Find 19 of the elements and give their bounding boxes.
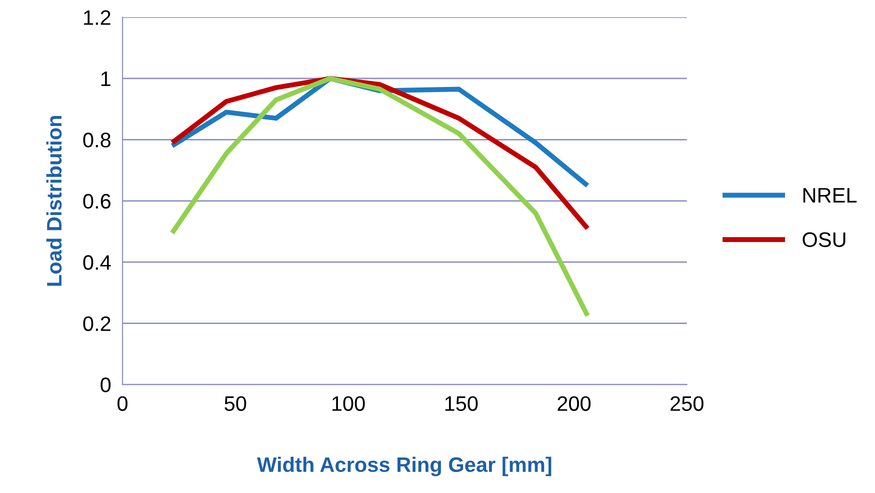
x-axis-title: Width Across Ring Gear [mm] xyxy=(257,456,552,476)
line-series xyxy=(170,76,590,231)
y-tick-label: 1.2 xyxy=(84,10,110,25)
legend-label: NREL xyxy=(803,188,857,202)
x-tick-label: 200 xyxy=(558,396,591,411)
y-axis-title: Load Distribution xyxy=(46,116,62,286)
x-tick-label: 100 xyxy=(332,396,365,411)
y-tick-label: 0.2 xyxy=(83,316,110,332)
x-tick-label: 250 xyxy=(670,396,704,411)
y-tick-label: 0.6 xyxy=(83,194,110,209)
legend-label: OSU xyxy=(802,232,846,248)
y-tick-label: 1 xyxy=(101,72,110,86)
x-tick-label: 0 xyxy=(118,396,128,411)
y-tick-label: 0.4 xyxy=(83,255,111,270)
x-tick-label: 150 xyxy=(445,396,478,411)
y-tick-label: 0.8 xyxy=(83,132,110,148)
x-tick-label: 50 xyxy=(224,396,246,411)
y-tick-label: 0 xyxy=(100,378,111,392)
line-series xyxy=(170,76,590,318)
